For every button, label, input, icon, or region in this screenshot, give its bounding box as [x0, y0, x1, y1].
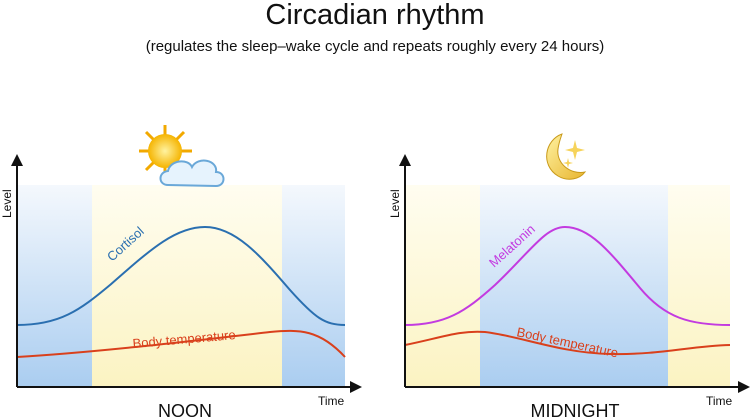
night-band	[282, 185, 345, 387]
night-band	[480, 185, 668, 387]
arrowhead	[11, 154, 23, 166]
arrowhead	[399, 154, 411, 166]
axis-label: Time	[318, 394, 345, 408]
day-band	[92, 185, 282, 387]
axis-label: Level	[0, 189, 14, 218]
cortisol-curve	[16, 225, 346, 326]
subtitle: (regulates the sleep–wake cycle and repe…	[146, 38, 605, 55]
title: Circadian rhythm	[265, 0, 484, 31]
arrowhead	[350, 381, 362, 393]
day-band	[405, 185, 480, 387]
axis-label: Time	[706, 394, 733, 408]
melatonin-curve	[404, 225, 731, 326]
temperature-curve	[16, 329, 346, 358]
axis-label: Level	[388, 189, 402, 218]
day-band	[668, 185, 730, 387]
caption: NOON	[158, 401, 212, 419]
sun-icon	[139, 125, 225, 188]
panel-midnight: Melatonin Body temperature Level Time MI…	[388, 133, 750, 419]
moon-icon	[546, 133, 587, 180]
temperature-curve	[404, 330, 731, 356]
panel-noon: Cortisol Body temperature Level Time NOO…	[0, 125, 362, 419]
arrowhead	[738, 381, 750, 393]
caption: MIDNIGHT	[531, 401, 620, 419]
